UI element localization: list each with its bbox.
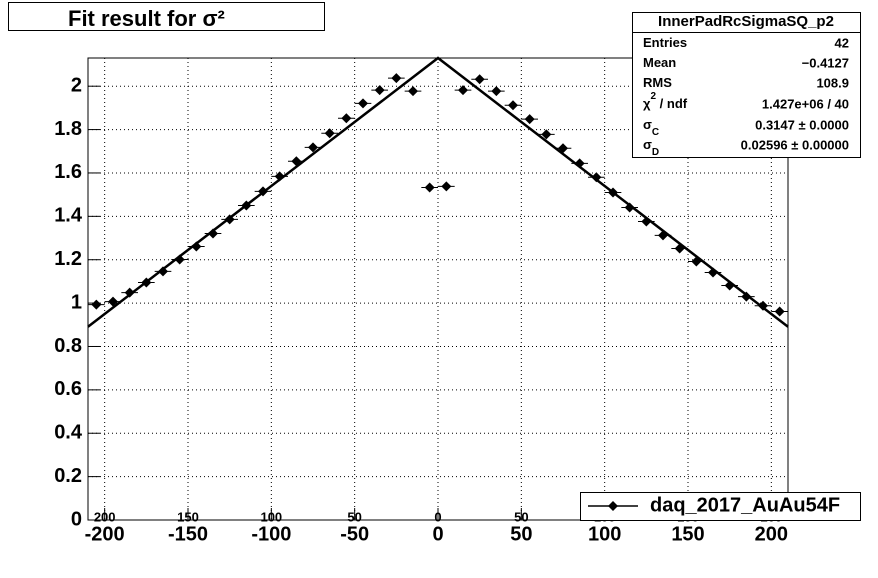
- mirror-tick-label: 0: [434, 509, 441, 524]
- marker: [424, 182, 435, 193]
- y-tick-label: 1.4: [54, 205, 83, 227]
- y-tick-label: 2: [71, 74, 82, 96]
- marker: [608, 187, 618, 198]
- stats-label-sup: 2: [650, 91, 656, 102]
- marker: [524, 114, 535, 125]
- marker: [324, 128, 335, 139]
- x-tick-label: -150: [168, 523, 208, 545]
- marker: [174, 254, 185, 265]
- marker: [141, 277, 152, 288]
- marker: [441, 181, 452, 192]
- stats-label-text: σ: [643, 137, 652, 152]
- stats-label: Entries: [643, 35, 687, 50]
- stats-label: Mean: [643, 55, 676, 70]
- y-tick-label: 0.8: [54, 335, 82, 357]
- marker: [358, 98, 368, 109]
- mirror-tick-label: 150: [177, 509, 199, 524]
- marker: [708, 267, 718, 278]
- marker: [208, 228, 218, 239]
- mirror-tick-label: 50: [347, 509, 361, 524]
- x-tick-label: 150: [671, 523, 704, 545]
- marker: [124, 287, 135, 298]
- stats-label: σC: [643, 117, 659, 137]
- marker: [274, 171, 285, 182]
- y-tick-label: 0.4: [54, 422, 83, 444]
- marker: [558, 143, 568, 154]
- marker: [258, 186, 268, 197]
- marker: [91, 299, 102, 310]
- marker: [658, 230, 668, 241]
- y-tick-label: 0.2: [54, 465, 82, 487]
- marker: [724, 280, 735, 291]
- marker: [108, 296, 118, 307]
- marker: [574, 158, 585, 169]
- y-tick-label: 0.6: [54, 378, 82, 400]
- marker: [191, 241, 202, 252]
- marker: [541, 129, 552, 140]
- x-tick-label: -100: [251, 523, 291, 545]
- marker: [691, 256, 702, 267]
- marker: [774, 306, 785, 317]
- y-tick-label: 1: [71, 291, 82, 313]
- x-tick-label: -200: [85, 523, 125, 545]
- stats-label: χ2 / ndf: [643, 91, 688, 112]
- x-tick-label: 200: [755, 523, 788, 545]
- legend-label: daq_2017_AuAu54F: [650, 494, 840, 516]
- stats-label-text: Entries: [643, 35, 687, 50]
- mirror-tick-label: 100: [260, 509, 282, 524]
- marker: [591, 172, 602, 183]
- legend-marker: [608, 501, 618, 511]
- stats-label-text: RMS: [643, 75, 672, 90]
- x-tick-label: 50: [510, 523, 532, 545]
- y-tick-label: 1.2: [54, 248, 82, 270]
- marker: [458, 85, 468, 96]
- marker: [741, 291, 752, 302]
- marker: [391, 73, 402, 84]
- marker: [308, 142, 318, 153]
- marker: [341, 113, 352, 124]
- stats-label: σD: [643, 137, 659, 157]
- marker: [374, 85, 385, 96]
- chart-title: Fit result for σ²: [68, 6, 225, 31]
- stats-label-sub: D: [652, 147, 659, 158]
- stats-value: 42: [835, 35, 849, 50]
- mirror-tick-label: 50: [514, 509, 528, 524]
- mirror-tick-label: 200: [94, 509, 116, 524]
- marker: [491, 86, 502, 97]
- marker: [508, 100, 518, 111]
- stats-label-rest: / ndf: [656, 96, 688, 111]
- stats-value: 1.427e+06 / 40: [762, 96, 849, 111]
- marker: [224, 214, 235, 225]
- stats-label-sub: C: [652, 127, 659, 138]
- stats-value: 0.02596 ± 0.00000: [741, 137, 849, 152]
- marker: [158, 266, 168, 277]
- stats-value: 0.3147 ± 0.0000: [755, 117, 849, 132]
- y-tick-label: 1.6: [54, 161, 82, 183]
- marker: [408, 86, 418, 97]
- marker: [641, 216, 652, 227]
- fit-line: [87, 56, 789, 328]
- x-tick-label: -50: [340, 523, 369, 545]
- marker: [674, 243, 685, 254]
- x-tick-label: 0: [432, 523, 443, 545]
- y-tick-label: 0: [71, 508, 82, 530]
- x-tick-label: 100: [588, 523, 621, 545]
- marker: [241, 200, 252, 211]
- stats-value: −0.4127: [802, 55, 849, 70]
- title-box: [8, 2, 325, 31]
- marker: [291, 156, 302, 167]
- stats-box: [632, 12, 861, 158]
- stats-label-text: χ: [643, 96, 651, 111]
- stats-value: 108.9: [816, 75, 849, 90]
- stats-label-text: σ: [643, 117, 652, 132]
- stats-label-text: Mean: [643, 55, 676, 70]
- stats-label: RMS: [643, 75, 672, 90]
- stats-title: InnerPadRcSigmaSQ_p2: [658, 13, 834, 30]
- y-tick-label: 1.8: [54, 118, 82, 140]
- marker: [474, 74, 485, 85]
- marker: [624, 202, 635, 213]
- marker: [758, 300, 768, 311]
